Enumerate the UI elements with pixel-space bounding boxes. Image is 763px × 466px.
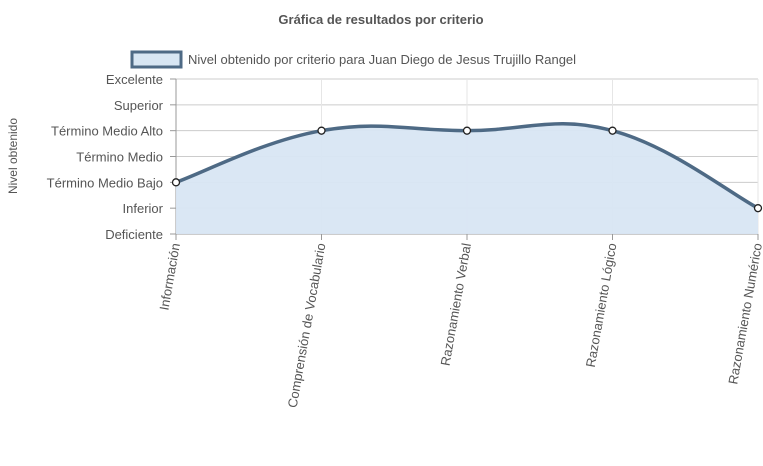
x-ticks: Información Comprensión de Vocabulario Raz… [156,242,763,409]
x-tick-label: Razonamiento Lógico [583,242,620,368]
y-tick-label: Término Medio [76,150,163,165]
y-tick-label: Término Medio Alto [51,124,163,139]
legend[interactable]: Nivel obtenido por criterio para Juan Di… [130,50,576,69]
y-tick-label: Superior [114,98,164,113]
x-tick-label: Razonamiento Verbal [438,242,474,367]
x-tick-label: Comprensión de Vocabulario [285,242,329,409]
data-point [317,126,326,135]
data-point [462,126,472,135]
y-axis-title: Nivel obtenido [6,118,20,194]
data-point [608,126,617,135]
x-tick-label: Razonamiento Numérico [725,242,763,386]
legend-label: Nivel obtenido por criterio para Juan Di… [188,52,576,67]
points-layer [171,126,763,213]
legend-swatch [130,50,183,69]
y-tick-label: Deficiente [105,227,163,242]
data-point [753,204,763,213]
y-tick-label: Excelente [106,72,163,87]
data-point [171,178,181,187]
x-tick-label: Información [156,242,183,311]
y-tick-label: Término Medio Bajo [47,175,163,190]
y-tick-label: Inferior [123,201,164,216]
series-area-fill [176,123,758,234]
y-ticks: Deficiente Inferior Término Medio Bajo Térm… [47,72,164,242]
chart-title: Gráfica de resultados por criterio [278,12,483,27]
area-layer [175,122,759,234]
